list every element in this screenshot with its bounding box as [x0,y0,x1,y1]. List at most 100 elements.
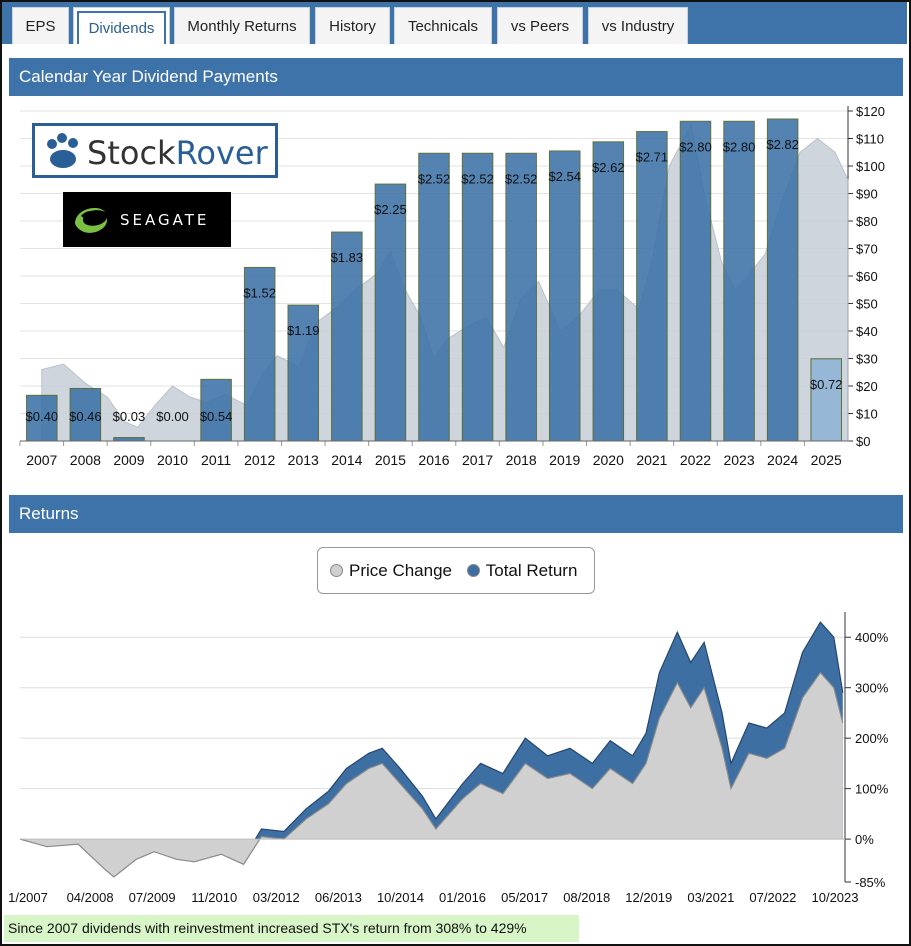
return-x-tick-label: 05/2017 [501,890,548,905]
year-tick-label: 2023 [723,452,754,468]
tab-monthly-returns[interactable]: Monthly Returns [174,7,310,44]
price-change-line [19,671,844,878]
dividend-bar [592,141,625,442]
dividend-bar-label: $2.52 [461,171,494,186]
dividend-bar-label: $0.54 [200,409,233,424]
tab-history[interactable]: History [315,7,390,44]
dividend-bar [200,378,232,442]
dividend-bar-label: $2.82 [766,137,799,152]
legend-total-dot [466,564,480,577]
dividend-bar-label: $1.19 [287,323,320,338]
year-tick-label: 2020 [593,452,624,468]
dividend-bar-label: $2.71 [636,150,669,165]
tab-eps[interactable]: EPS [12,7,69,44]
return-x-tick-label: 11/2010 [191,890,237,905]
returns-section-title: Returns [9,495,903,533]
year-tick-label: 2013 [288,452,319,468]
dividend-bar [374,183,407,442]
return-x-tick-label: 07/2009 [129,890,176,905]
return-x-tick-label: 04/2008 [67,890,114,905]
return-axis-label: 0% [855,832,874,847]
year-tick-label: 2018 [506,452,537,468]
dividend-bar-label: $2.80 [679,139,712,154]
dividend-bar-label: $0.72 [810,377,843,392]
year-tick-label: 2024 [767,452,798,468]
dividend-bar [69,387,102,442]
returns-legend: Price Change Total Return [317,547,595,594]
dividend-bar [26,394,58,442]
tab-vs-peers[interactable]: vs Peers [497,7,583,44]
tab-bar: EPS Dividends Monthly Returns History Te… [2,2,907,44]
dividend-bar [461,152,494,442]
return-axis-label: -85% [855,875,886,890]
year-tick-label: 2015 [375,452,406,468]
stockrover-word-b: Rover [175,134,268,172]
return-x-tick-label: 10/2014 [377,890,424,905]
legend-total-label: Total Return [485,561,578,580]
tab-technicals[interactable]: Technicals [394,7,492,44]
price-axis-label: $20 [856,379,878,394]
dividend-chart: $0 $10 $20 $30 $40 $50 $60 $70 $80 $90 $100 $110 $12… [19,104,885,468]
year-tick-label: 2014 [331,452,362,468]
seagate-wordmark: SEAGATE [120,211,210,229]
return-x-tick-label: 1/2007 [8,890,48,905]
legend-total-return[interactable]: Total Return [466,548,578,593]
tab-dividends[interactable]: Dividends [73,7,170,44]
legend-price-change[interactable]: Price Change [330,548,452,593]
return-x-tick-label: 03/2021 [687,890,734,905]
dividend-bar-label: $2.52 [418,171,451,186]
return-x-tick-label: 06/2013 [315,890,362,905]
dividend-bar [810,358,842,442]
dividend-bar [113,437,145,442]
dividend-bar-label: $0.00 [156,409,189,424]
stockrover-logo: StockRover [32,123,278,178]
year-tick-label: 2007 [26,452,57,468]
year-tick-label: 2011 [201,452,231,468]
year-tick-label: 2021 [636,452,667,468]
year-tick-label: 2016 [418,452,449,468]
dividend-bar [766,118,799,442]
return-axis-label: 300% [855,681,889,696]
return-x-tick-label: 03/2012 [253,890,300,905]
return-x-tick-label: 07/2022 [749,890,796,905]
dividend-bar-label: $2.52 [505,171,538,186]
price-axis-label: $90 [856,187,878,202]
return-axis-label: 400% [855,630,889,645]
dividend-bar-label: $2.54 [548,169,581,184]
legend-price-dot [330,564,343,577]
dividend-bar [505,152,537,442]
price-axis-label: $60 [856,269,878,284]
return-axis-label: 200% [855,731,889,746]
dividend-footnote: Since 2007 dividends with reinvestment i… [4,915,579,942]
price-axis-label: $80 [856,214,878,229]
price-change-area [20,672,843,877]
price-axis-label: $110 [856,132,884,147]
price-axis-label: $120 [856,104,885,119]
price-axis-label: $30 [856,352,878,367]
price-axis-label: $0 [856,434,870,449]
return-axis-label: 100% [855,782,889,797]
dividend-bar-label: $1.52 [243,285,276,300]
legend-price-label: Price Change [349,561,453,580]
return-x-tick-label: 08/2018 [563,890,610,905]
dividend-bar-label: $1.83 [331,250,364,265]
return-x-tick-label: 01/2016 [439,890,486,905]
dividends-section-title: Calendar Year Dividend Payments [9,58,903,96]
dividend-bar-label: $2.25 [374,202,407,217]
dividend-bar [287,304,320,442]
return-x-tick-label: 12/2019 [625,890,672,905]
seagate-swirl-icon [75,208,108,233]
returns-chart: -85% 0% 100% 200% 300% 400% 1/2007 04/2008 07/20… [8,612,889,905]
year-tick-label: 2022 [680,452,711,468]
price-axis-label: $50 [856,297,878,312]
year-tick-label: 2009 [113,452,144,468]
tab-dividends-label: Dividends [77,11,166,44]
year-tick-label: 2010 [157,452,188,468]
tab-vs-industry[interactable]: vs Industry [588,7,688,44]
year-tick-label: 2025 [811,452,842,468]
seagate-logo: SEAGATE [63,192,231,247]
dividend-bar-label: $0.46 [69,409,102,424]
price-axis-label: $40 [856,324,878,339]
year-tick-label: 2008 [70,452,101,468]
year-tick-label: 2019 [549,452,580,468]
